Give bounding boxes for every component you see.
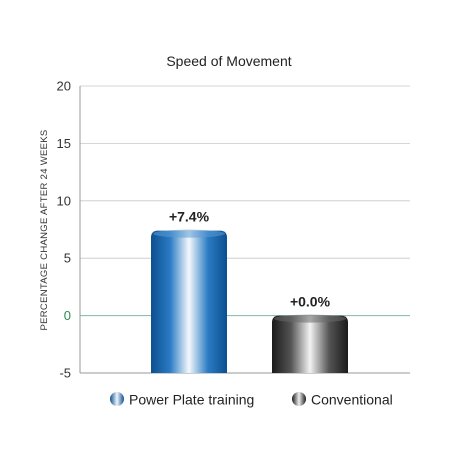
bar-body bbox=[151, 230, 227, 373]
gridlines bbox=[80, 85, 410, 317]
y-tick-label: 0 bbox=[64, 308, 71, 323]
legend-item: Conventional bbox=[292, 392, 393, 408]
bar-cap bbox=[153, 229, 225, 238]
y-tick-label: -5 bbox=[59, 366, 71, 381]
legend-label: Conventional bbox=[311, 392, 393, 408]
legend-item: Power Plate training bbox=[110, 392, 254, 408]
chart-title: Speed of Movement bbox=[166, 53, 291, 69]
legend-swatch-blue-icon bbox=[110, 392, 124, 406]
bar-cap bbox=[274, 314, 346, 323]
legend-label: Power Plate training bbox=[129, 392, 254, 408]
y-axis-label: PERCENTAGE CHANGE AFTER 24 WEEKS bbox=[39, 129, 50, 330]
data-labels: +7.4% +0.0% bbox=[169, 209, 331, 310]
y-tick-label: 5 bbox=[64, 251, 71, 266]
axes bbox=[79, 86, 410, 374]
y-tick-label: 15 bbox=[57, 136, 71, 151]
legend-swatch-gray-icon bbox=[292, 392, 306, 406]
bars bbox=[151, 229, 348, 373]
bar bbox=[151, 229, 227, 373]
data-label: +0.0% bbox=[290, 294, 331, 310]
bar bbox=[272, 314, 348, 373]
y-tick-labels: -5 0 5 10 15 20 bbox=[57, 79, 71, 381]
y-tick-label: 10 bbox=[57, 193, 71, 208]
bar-body bbox=[272, 315, 348, 373]
y-tick-label: 20 bbox=[57, 79, 71, 94]
data-label: +7.4% bbox=[169, 209, 210, 225]
legend: Power Plate training Conventional bbox=[110, 392, 393, 408]
